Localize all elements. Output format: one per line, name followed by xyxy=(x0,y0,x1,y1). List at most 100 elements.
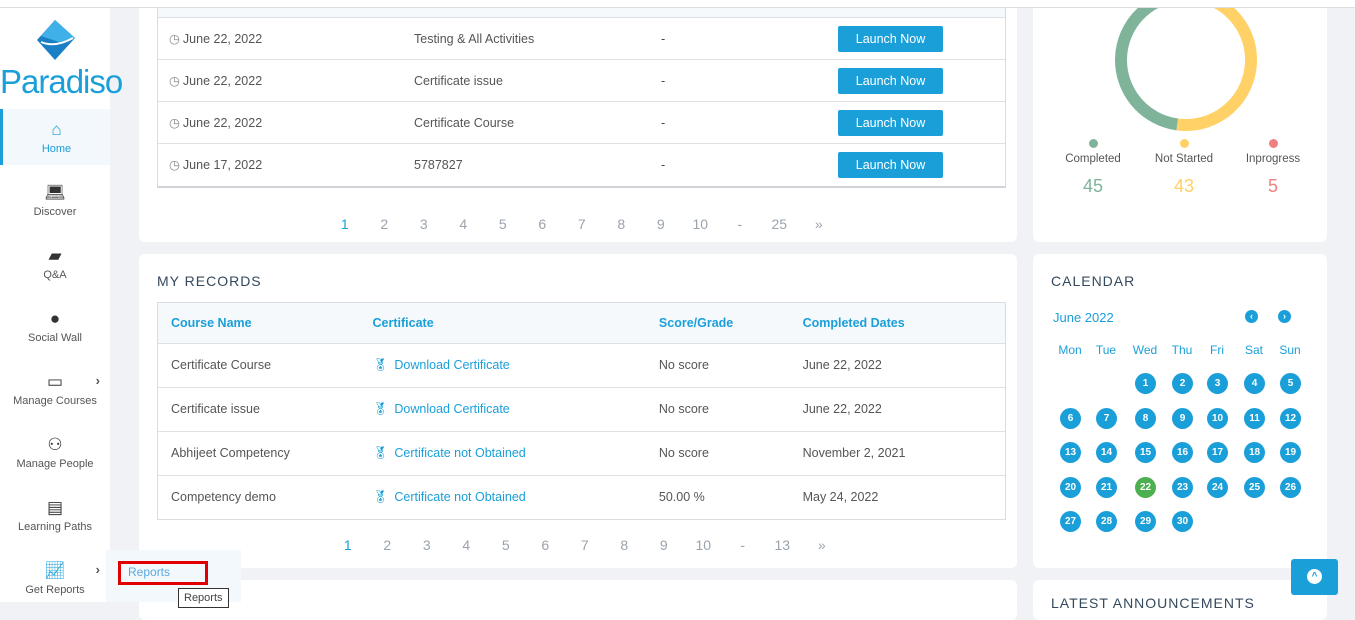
sidebar-item-home[interactable]: ⌂ Home xyxy=(0,109,110,165)
calendar-day[interactable]: 30 xyxy=(1172,511,1193,532)
page-link[interactable]: 10 xyxy=(695,537,712,553)
calendar-day[interactable]: 24 xyxy=(1207,476,1228,498)
donut-segment-not-started[interactable] xyxy=(1115,0,1257,131)
calendar-day[interactable]: 19 xyxy=(1280,442,1301,463)
calendar-day[interactable]: 12 xyxy=(1280,407,1301,429)
calendar-day[interactable]: 14 xyxy=(1096,442,1117,463)
certificate-link[interactable]: Download Certificate xyxy=(394,401,510,416)
course-name: Certificate issue xyxy=(414,73,503,88)
page-link[interactable]: 2 xyxy=(383,537,392,553)
calendar-day[interactable]: 2 xyxy=(1172,373,1193,394)
sidebar-item-discover[interactable]: 💻︎ Discover xyxy=(0,172,110,228)
page-link[interactable]: 8 xyxy=(617,216,626,232)
page-link[interactable]: 13 xyxy=(774,537,791,553)
certificate-link[interactable]: Download Certificate xyxy=(394,357,510,372)
donut-segment-completed[interactable] xyxy=(1115,0,1257,131)
page-link[interactable]: 5 xyxy=(501,537,510,553)
calendar-day[interactable]: 20 xyxy=(1060,476,1081,498)
calendar-day[interactable]: 13 xyxy=(1060,442,1081,463)
table-row: Certificate issue 🏅︎ Download Certificate N… xyxy=(158,387,1005,431)
calendar-day[interactable]: 8 xyxy=(1135,407,1156,429)
sidebar-item-label: Discover xyxy=(33,206,77,218)
submenu-item-reports[interactable]: Reports xyxy=(128,565,171,579)
progress-card: Completed 45 Not Started 43 Inprogress 5 xyxy=(1033,0,1327,242)
sidebar-item-manage-people[interactable]: ⚇ Manage People xyxy=(0,424,110,480)
sidebar-item-learning-paths[interactable]: ▤ Learning Paths xyxy=(0,487,110,543)
column-header[interactable]: Course Name xyxy=(171,315,252,330)
calendar-day[interactable]: 3 xyxy=(1207,373,1228,394)
page-link[interactable]: » xyxy=(817,537,826,553)
calendar-day[interactable]: 26 xyxy=(1280,476,1301,498)
sidebar-item-social-wall[interactable]: ● Social Wall xyxy=(0,298,110,354)
column-header[interactable]: Certificate xyxy=(372,315,434,330)
page-link[interactable]: » xyxy=(814,216,823,232)
table-header-row: Course Name Certificate Score/Grade Complet… xyxy=(158,303,1005,343)
calendar-day[interactable]: 9 xyxy=(1172,407,1193,429)
page-link[interactable]: 4 xyxy=(462,537,471,553)
page-link[interactable]: 4 xyxy=(459,216,468,232)
page-link[interactable]: 6 xyxy=(538,216,547,232)
page-link[interactable]: 25 xyxy=(771,216,788,232)
calendar-day[interactable]: 23 xyxy=(1172,476,1193,498)
calendar-day[interactable]: 1 xyxy=(1135,373,1156,394)
launch-now-button[interactable]: Launch Now xyxy=(838,151,943,178)
date-text: June 22, 2022 xyxy=(182,32,263,46)
launch-now-button[interactable]: Launch Now xyxy=(838,67,943,94)
calendar-day[interactable]: 18 xyxy=(1244,442,1265,463)
page-link[interactable]: 9 xyxy=(659,537,668,553)
page-link[interactable]: 10 xyxy=(692,216,709,232)
page-link[interactable]: 2 xyxy=(380,216,389,232)
page-link[interactable]: 5 xyxy=(498,216,507,232)
chevron-up-icon: ^ xyxy=(1307,569,1322,584)
page-link[interactable]: 9 xyxy=(656,216,665,232)
certificate-link[interactable]: Certificate not Obtained xyxy=(394,489,526,504)
calendar-day[interactable]: 10 xyxy=(1207,407,1228,429)
calendar-day[interactable]: 29 xyxy=(1135,511,1156,532)
completed-date: November 2, 2021 xyxy=(802,446,906,460)
date-text: June 17, 2022 xyxy=(182,158,263,173)
launch-now-button[interactable]: Launch Now xyxy=(838,109,943,136)
table-row: ◷ June 22, 2022 Certificate issue - Launch N… xyxy=(158,59,1005,102)
calendar-day[interactable]: 7 xyxy=(1096,407,1117,429)
sidebar-item-qa[interactable]: ▰ Q&A xyxy=(0,235,110,291)
page-link[interactable]: 6 xyxy=(541,537,550,553)
column-header[interactable]: Completed Dates xyxy=(802,315,905,330)
page-link[interactable]: 7 xyxy=(580,537,589,553)
page-link[interactable]: 7 xyxy=(577,216,586,232)
calendar-day[interactable]: 15 xyxy=(1135,442,1156,463)
page-link[interactable]: 1 xyxy=(340,216,349,232)
prev-month-button[interactable]: ‹ xyxy=(1245,310,1258,323)
calendar-day[interactable]: 6 xyxy=(1060,407,1081,429)
sidebar-item-get-reports[interactable]: 📈︎ Get Reports › xyxy=(0,550,110,606)
column-header[interactable]: Score/Grade xyxy=(658,315,734,330)
next-month-button[interactable]: › xyxy=(1278,310,1291,323)
legend-value: 43 xyxy=(1173,176,1195,196)
calendar-day[interactable]: 21 xyxy=(1096,476,1117,498)
scroll-to-top-button[interactable]: ^ xyxy=(1291,559,1338,595)
calendar-day[interactable]: 25 xyxy=(1244,476,1265,498)
calendar-day[interactable]: 5 xyxy=(1280,373,1301,394)
announcements-title: LATEST ANNOUNCEMENTS xyxy=(1051,595,1255,611)
calendar-day[interactable]: 4 xyxy=(1244,373,1265,394)
certificate-link[interactable]: Certificate not Obtained xyxy=(394,445,526,460)
calendar-day[interactable]: 28 xyxy=(1096,511,1117,532)
date-text: June 22, 2022 xyxy=(182,116,263,130)
page-link[interactable]: 3 xyxy=(422,537,431,553)
launch-now-button[interactable]: Launch Now xyxy=(838,25,943,52)
chevron-right-icon: › xyxy=(95,373,100,388)
logo[interactable]: Paradiso xyxy=(0,18,123,101)
news-card xyxy=(139,580,1017,620)
calendar-day[interactable]: 27 xyxy=(1060,511,1081,532)
calendar-day[interactable]: 17 xyxy=(1207,442,1228,463)
page-link[interactable]: 1 xyxy=(343,537,352,553)
calendar-day[interactable]: 11 xyxy=(1244,407,1265,429)
calendar-day-today[interactable]: 22 xyxy=(1135,476,1156,498)
sidebar-item-manage-courses[interactable]: ▭ Manage Courses › xyxy=(0,361,110,417)
page-link[interactable]: 3 xyxy=(419,216,428,232)
course-name: Certificate issue xyxy=(171,402,260,416)
laptop-icon: 💻︎ xyxy=(44,183,66,202)
calendar-day[interactable]: 16 xyxy=(1172,442,1193,463)
table-row: ◷ June 22, 2022 Testing & All Activities - L… xyxy=(158,17,1005,60)
page-link[interactable]: 8 xyxy=(620,537,629,553)
score: No score xyxy=(658,446,709,460)
